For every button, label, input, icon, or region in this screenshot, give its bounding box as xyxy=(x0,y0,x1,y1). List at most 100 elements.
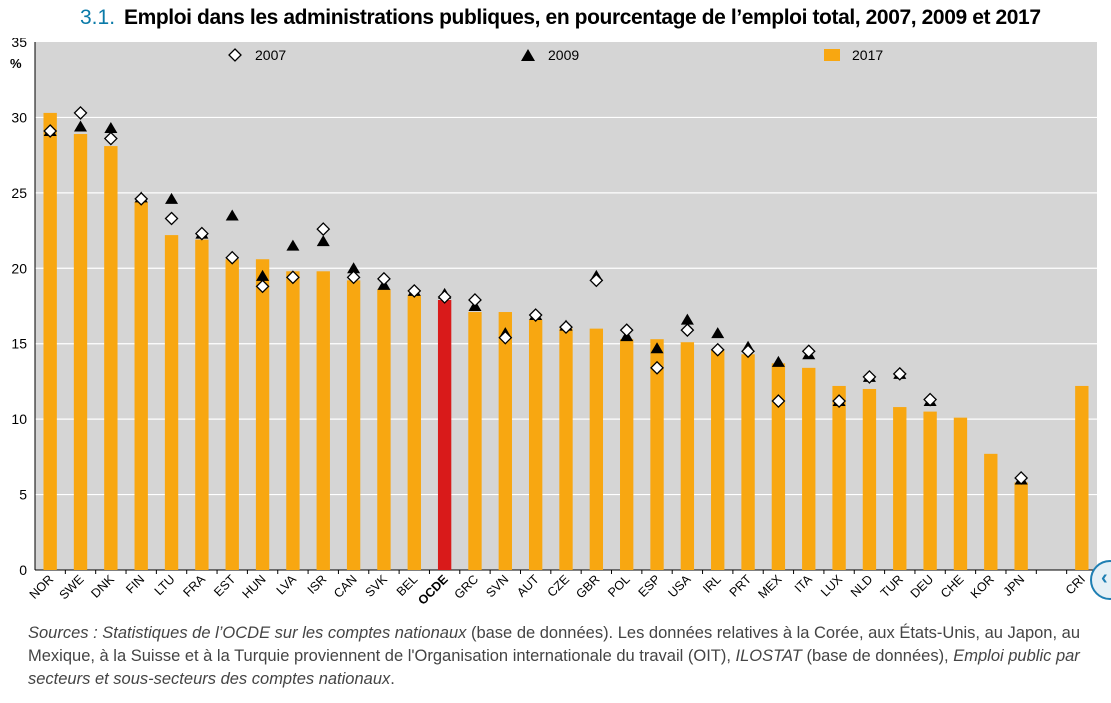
point-2009 xyxy=(225,209,239,221)
legend-box xyxy=(35,42,1097,68)
point-2007 xyxy=(832,394,847,408)
bar xyxy=(1014,482,1028,570)
x-tick-label: SWE xyxy=(57,572,87,602)
x-tick-label: ISR xyxy=(305,572,330,597)
point-2009 xyxy=(316,235,330,247)
point-2007 xyxy=(437,290,452,304)
sources-end: . xyxy=(390,670,395,688)
point-2009 xyxy=(104,121,118,133)
legend-label: 2009 xyxy=(548,47,579,63)
point-2009 xyxy=(286,239,300,251)
point-2009 xyxy=(680,313,694,325)
bar xyxy=(650,339,664,570)
bar xyxy=(620,339,634,570)
point-2007 xyxy=(377,271,391,286)
x-tick-label: POL xyxy=(605,572,633,600)
bar xyxy=(377,289,391,570)
bar xyxy=(316,271,330,570)
x-tick-label: NOR xyxy=(27,572,57,602)
bar xyxy=(1075,385,1089,570)
point-2007 xyxy=(680,323,695,338)
legend-marker-triangle-icon xyxy=(521,49,535,61)
y-tick-label: 25 xyxy=(11,185,27,201)
bar xyxy=(680,342,695,570)
x-tick-label: CRI xyxy=(1063,572,1088,597)
point-2009 xyxy=(711,327,725,339)
y-tick-label: 10 xyxy=(11,411,27,427)
chart-title-text: Emploi dans les administrations publique… xyxy=(124,6,1041,29)
point-2007 xyxy=(1014,471,1029,485)
chevron-left-icon: ‹ xyxy=(1101,567,1108,589)
point-2007 xyxy=(771,394,786,408)
bar xyxy=(407,295,421,570)
point-2007 xyxy=(710,342,725,357)
chart-title: 3.1. Emploi dans les administrations pub… xyxy=(0,0,1111,38)
sources-text-2: (base de données), xyxy=(801,647,954,665)
point-2007 xyxy=(862,369,877,384)
sources-title: Sources : Statistiques de l’OCDE sur les… xyxy=(28,624,467,642)
bar xyxy=(589,328,604,570)
x-tick-label: SVK xyxy=(362,572,390,600)
legend-marker-diamond-icon xyxy=(228,48,242,62)
point-2007 xyxy=(528,308,543,322)
point-2007 xyxy=(103,131,118,146)
x-tick-label: USA xyxy=(665,572,694,601)
bar xyxy=(741,354,755,570)
point-2007 xyxy=(43,124,58,138)
y-tick-label: 0 xyxy=(19,562,27,578)
chart-number: 3.1. xyxy=(80,6,116,29)
x-tick-label: TUR xyxy=(878,572,906,600)
x-tick-label: MEX xyxy=(755,572,785,602)
bar xyxy=(195,239,209,570)
x-tick-label: GBR xyxy=(573,572,602,601)
x-tick-label: LUX xyxy=(818,572,846,600)
point-2007 xyxy=(285,270,300,285)
y-tick-label: 35 xyxy=(11,38,27,50)
point-2007 xyxy=(407,283,422,298)
sources-publication: Emploi public par secteurs et sous-secte… xyxy=(28,647,1080,688)
point-2007 xyxy=(194,226,209,241)
point-2007 xyxy=(164,211,179,226)
x-tick-label: FRA xyxy=(180,572,208,600)
bar xyxy=(862,388,877,570)
point-2009 xyxy=(256,269,270,281)
x-tick-label: DNK xyxy=(88,572,117,601)
x-tick-label: HUN xyxy=(240,572,269,601)
bar xyxy=(711,349,725,570)
x-tick-label: DEU xyxy=(908,572,937,601)
legend-label: 2017 xyxy=(852,47,883,63)
x-tick-label: FIN xyxy=(123,572,147,596)
x-tick-label: CZE xyxy=(545,572,573,600)
bar xyxy=(43,112,57,570)
sources-text-1: (base de données). Les données relatives… xyxy=(28,624,1081,665)
x-tick-label: CHE xyxy=(938,572,967,601)
bar xyxy=(134,201,148,570)
point-2007 xyxy=(255,279,270,294)
x-tick-label: IRL xyxy=(700,572,724,596)
point-2009 xyxy=(771,355,785,367)
x-tick-label: GRC xyxy=(452,572,482,602)
y-axis-label: % xyxy=(10,56,22,71)
x-tick-label: ITA xyxy=(792,572,815,595)
x-tick-label: LTU xyxy=(152,572,178,598)
bar xyxy=(498,312,512,570)
point-2007 xyxy=(741,344,755,359)
bar xyxy=(893,407,907,570)
x-tick-label: OCDE xyxy=(415,572,450,607)
bar xyxy=(771,363,786,570)
point-2007 xyxy=(801,344,816,359)
x-tick-label: LVA xyxy=(274,572,300,598)
y-tick-label: 5 xyxy=(19,487,27,503)
bar xyxy=(164,235,179,570)
bar xyxy=(559,328,573,570)
x-tick-label: KOR xyxy=(968,572,997,601)
point-2007 xyxy=(316,222,331,236)
y-tick-label: 15 xyxy=(11,336,27,352)
bar xyxy=(225,259,239,570)
point-2007 xyxy=(346,270,361,285)
point-2007 xyxy=(559,320,573,335)
point-2007 xyxy=(498,330,513,345)
bar xyxy=(953,417,968,570)
x-tick-label: JPN xyxy=(1001,572,1028,599)
sources-note: Sources : Statistiques de l’OCDE sur les… xyxy=(28,622,1088,691)
